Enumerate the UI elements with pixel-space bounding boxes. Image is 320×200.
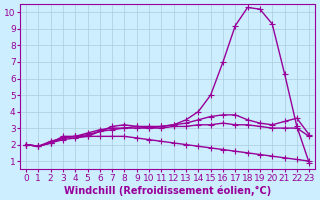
X-axis label: Windchill (Refroidissement éolien,°C): Windchill (Refroidissement éolien,°C) xyxy=(64,185,271,196)
